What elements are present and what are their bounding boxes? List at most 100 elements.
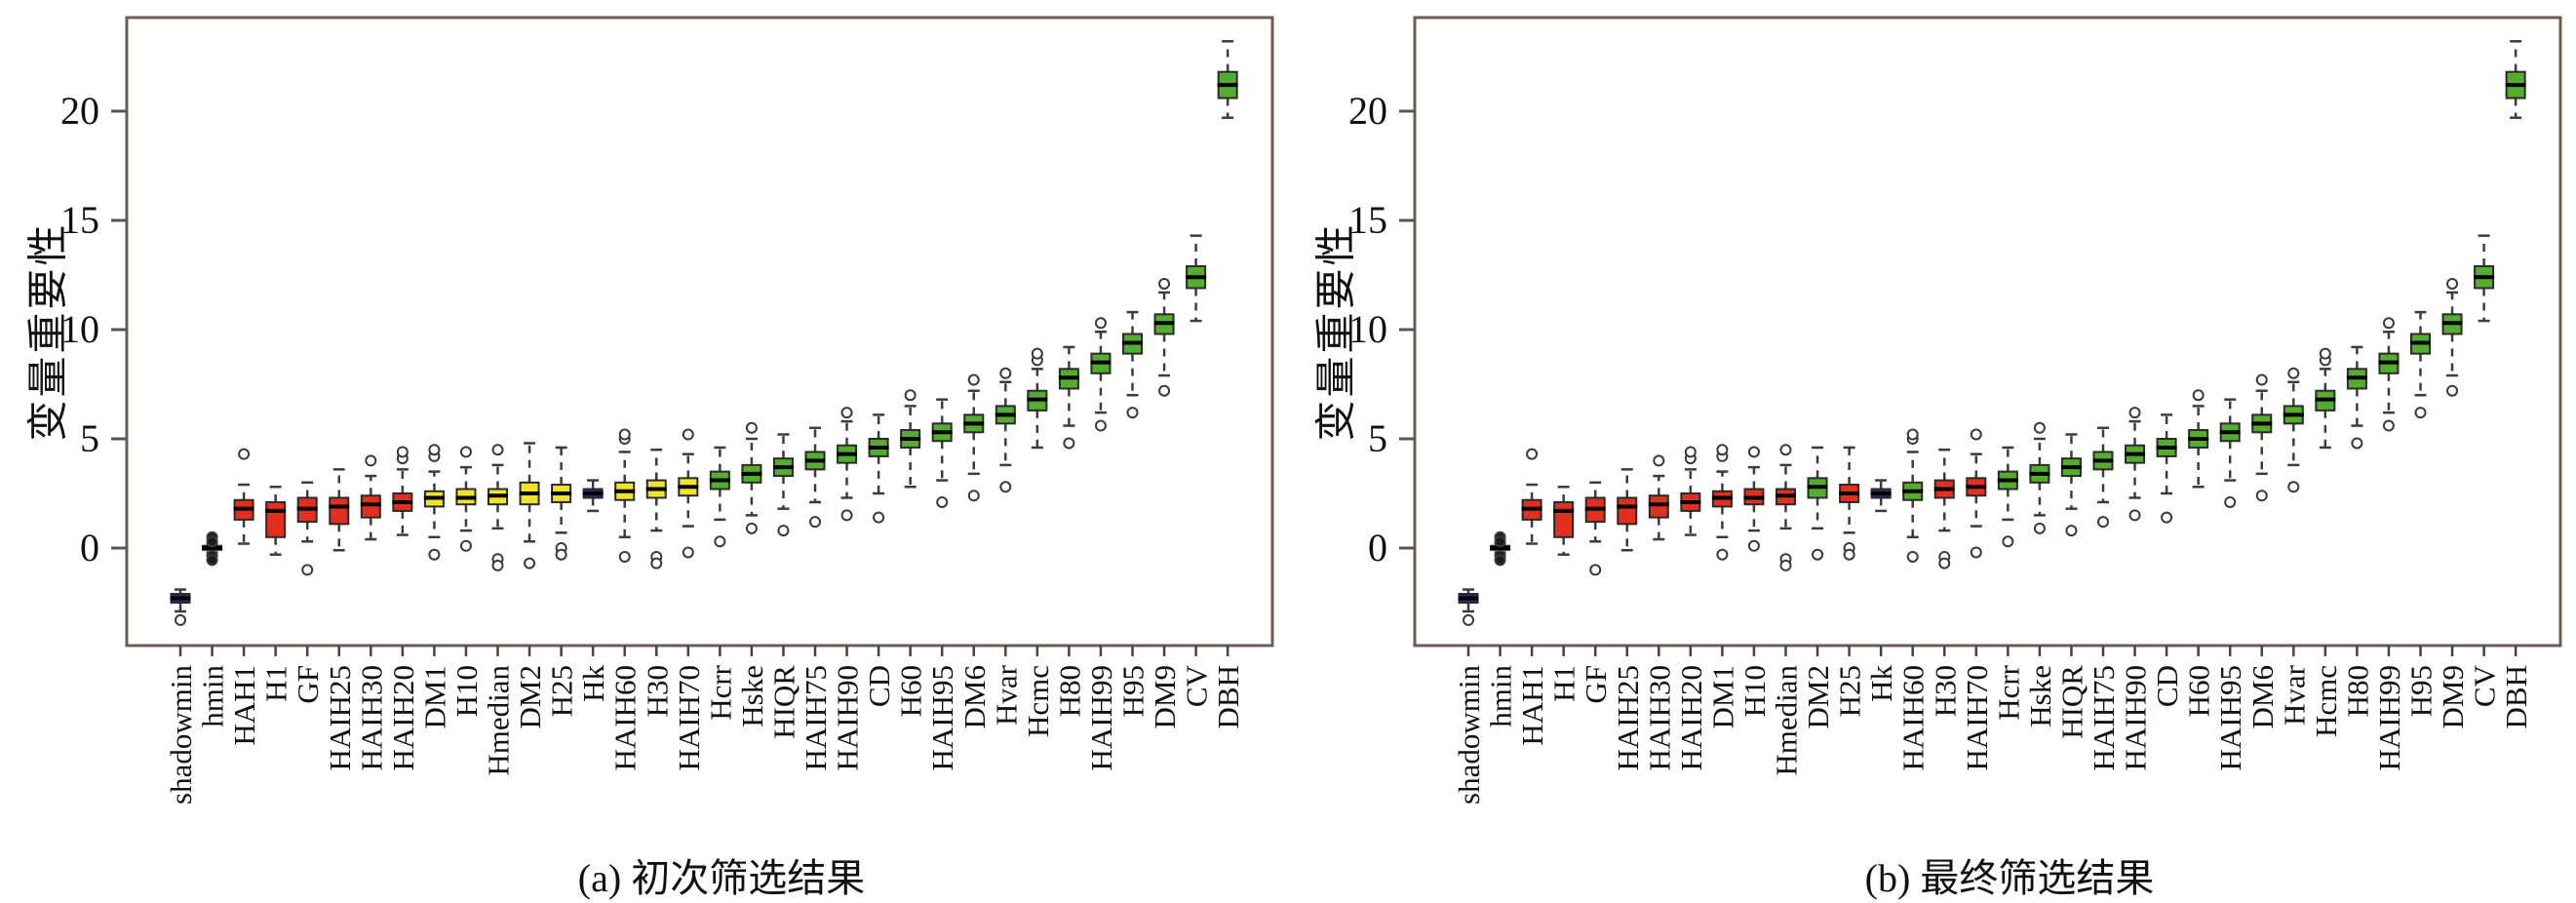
caption-panel-b: (b) 最终筛选结果 bbox=[1864, 856, 2155, 900]
panel-b: 0 5 10 15 20 shadowminhminHAH1H1GFHAIH25HAIH3… bbox=[1348, 16, 2562, 805]
y-tick-label: 5 bbox=[1368, 416, 1387, 460]
box-HIQR bbox=[2060, 433, 2082, 537]
outlier-point bbox=[936, 495, 949, 508]
outlier-point bbox=[1494, 554, 1506, 567]
outlier-point bbox=[238, 448, 251, 460]
x-tick-label: HAIH20 bbox=[386, 665, 420, 771]
x-tick-label: H25 bbox=[1833, 665, 1867, 717]
y-tick-label: 5 bbox=[80, 416, 99, 460]
box-H60 bbox=[2188, 389, 2209, 489]
outlier-point bbox=[491, 559, 504, 571]
outlier-point bbox=[365, 454, 377, 467]
outlier-point bbox=[1938, 557, 1951, 569]
outlier-point bbox=[745, 522, 758, 534]
outlier-point bbox=[745, 421, 758, 434]
x-tick-label: HAIH30 bbox=[354, 665, 388, 771]
box-H80 bbox=[1058, 345, 1079, 450]
outlier-point bbox=[2033, 421, 2046, 434]
outlier-point bbox=[1158, 384, 1171, 397]
outlier-point bbox=[618, 428, 631, 441]
x-tick-label: CD bbox=[862, 665, 896, 707]
x-tick-label: DM1 bbox=[417, 665, 451, 728]
box-Hske bbox=[741, 421, 762, 534]
outlier-point bbox=[2287, 481, 2300, 493]
x-tick-label: H30 bbox=[1928, 665, 1962, 717]
box-DM2 bbox=[1807, 446, 1828, 561]
outlier-point bbox=[904, 389, 917, 402]
box-Hcrr bbox=[1997, 446, 2018, 548]
box-CV bbox=[1186, 234, 1207, 323]
outlier-point bbox=[1906, 550, 1919, 563]
x-tick-label: Hske bbox=[2023, 665, 2057, 727]
box-Hk bbox=[582, 479, 604, 513]
y-tick-label: 15 bbox=[1348, 198, 1387, 242]
outlier-point bbox=[1906, 428, 1919, 441]
x-tick-label: H60 bbox=[2182, 665, 2216, 717]
outlier-point bbox=[650, 557, 663, 569]
outlier-point bbox=[840, 509, 853, 522]
outlier-point bbox=[2097, 516, 2109, 529]
outlier-point bbox=[2382, 317, 2395, 330]
box-HAIH20 bbox=[392, 446, 413, 536]
box-Hk bbox=[1870, 479, 1892, 513]
x-tick-label: HAIH75 bbox=[2087, 665, 2121, 771]
outlier-point bbox=[1716, 548, 1729, 561]
outlier-point bbox=[2002, 535, 2014, 548]
box-Hmedian bbox=[488, 444, 508, 571]
box-HAIH70 bbox=[678, 428, 699, 559]
outlier-point bbox=[459, 446, 472, 458]
x-tick-label: H95 bbox=[1116, 665, 1151, 717]
outlier-point bbox=[1779, 559, 1792, 571]
outlier-point bbox=[301, 564, 314, 576]
outlier-point bbox=[1747, 446, 1760, 458]
box-HAIH30 bbox=[360, 454, 381, 541]
x-tick-label: hmin bbox=[196, 665, 230, 727]
y-tick-label: 0 bbox=[80, 526, 99, 569]
outlier-point bbox=[1126, 407, 1139, 419]
box-HAH1 bbox=[1521, 448, 1542, 545]
box-Hvar bbox=[995, 367, 1016, 493]
box-H10 bbox=[1743, 446, 1765, 552]
y-axis-label-panel-a: 变量重要性 bbox=[26, 221, 72, 442]
box-H1 bbox=[265, 486, 287, 556]
outlier-point bbox=[1463, 613, 1474, 626]
box-H80 bbox=[2346, 345, 2367, 450]
x-tick-label: Hk bbox=[576, 665, 610, 702]
box-HAIH99 bbox=[2378, 317, 2400, 432]
x-tick-label: DBH bbox=[1211, 665, 1245, 728]
x-tick-label: HAH1 bbox=[1515, 665, 1549, 746]
x-tick-label: H10 bbox=[449, 665, 484, 717]
outlier-point bbox=[873, 511, 885, 524]
y-tick-label: 20 bbox=[60, 89, 99, 133]
outlier-point bbox=[428, 548, 441, 561]
x-tick-label: H95 bbox=[2404, 665, 2439, 717]
x-tick-label: shadowmin bbox=[1452, 665, 1486, 805]
box-DM9 bbox=[1153, 277, 1175, 397]
box-shadowmin bbox=[170, 588, 191, 626]
box-DM1 bbox=[423, 444, 445, 561]
x-tick-label: HAIH99 bbox=[2372, 665, 2406, 771]
outlier-point bbox=[2319, 347, 2331, 360]
box-HIQR bbox=[772, 433, 794, 537]
box-HAIH20 bbox=[1680, 446, 1701, 536]
y-tick-label: 10 bbox=[60, 307, 99, 351]
outlier-point bbox=[1970, 546, 1982, 559]
x-tick-label: HAH1 bbox=[227, 665, 261, 746]
caption-panel-a: (a) 初次筛选结果 bbox=[577, 856, 866, 900]
outlier-point bbox=[1653, 454, 1665, 467]
outlier-point bbox=[618, 550, 631, 563]
outlier-point bbox=[2128, 407, 2141, 419]
x-tick-label: H80 bbox=[1052, 665, 1086, 717]
panel-a: 0 5 10 15 20 shadowminhminHAH1H1GFHAIH25HAIH3… bbox=[60, 16, 1274, 805]
outlier-point bbox=[2224, 495, 2237, 508]
x-tick-label: GF bbox=[1579, 665, 1613, 704]
plot-frame bbox=[1413, 16, 2562, 648]
box-HAH1 bbox=[233, 448, 254, 545]
box-HAIH90 bbox=[2125, 407, 2146, 522]
x-tick-label: Hcrr bbox=[1991, 664, 2025, 720]
outlier-point bbox=[2446, 277, 2459, 290]
box-Hcmc bbox=[1027, 347, 1048, 450]
outlier-point bbox=[1158, 277, 1171, 290]
x-tick-label: DM6 bbox=[2245, 665, 2280, 728]
